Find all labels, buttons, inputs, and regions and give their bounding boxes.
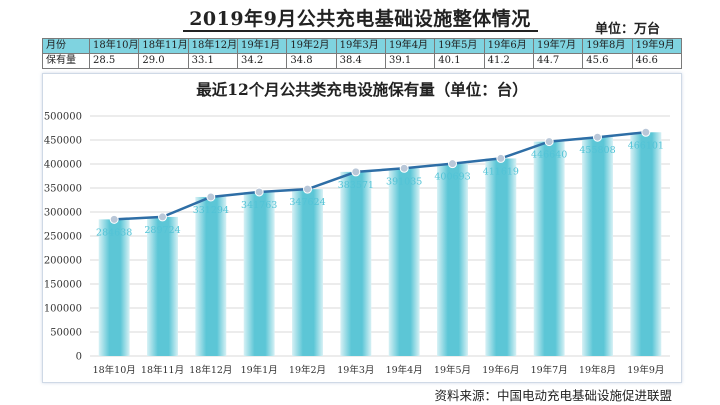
summary-value-cell: 46.6: [631, 53, 683, 69]
y-tick-label: 50000: [50, 328, 82, 339]
bar: [243, 191, 275, 356]
x-tick-label: 18年10月: [93, 364, 136, 376]
summary-value-cell: 38.4: [335, 53, 386, 69]
summary-value-cell: 34.2: [236, 53, 288, 69]
data-label: 383571: [338, 180, 374, 191]
summary-value-cell: 41.2: [483, 53, 534, 69]
data-point: [448, 159, 457, 169]
bar: [437, 163, 468, 356]
summary-row-total: 保有量 28.5 29.0 33.1 34.2 34.8 38.4 39.1 40.1 41.2…: [42, 53, 683, 69]
bar: [485, 158, 517, 356]
y-tick-label: 450000: [44, 136, 82, 147]
y-tick-label: 350000: [44, 184, 82, 195]
summary-month-cell: 19年9月: [631, 38, 683, 54]
data-point: [254, 187, 264, 197]
source-note: 资料来源：中国电动充电基础设施促进联盟: [434, 388, 672, 403]
data-label: 331294: [193, 205, 229, 216]
x-tick-label: 18年12月: [189, 364, 232, 376]
data-point: [641, 127, 651, 137]
chart-title: 最近12个月公共类充电设施保有量（单位：台）: [196, 80, 528, 99]
data-point: [351, 167, 361, 177]
title-underline: [183, 30, 538, 32]
data-label: 284638: [96, 227, 132, 238]
bar: [582, 137, 613, 356]
y-tick-label: 250000: [44, 232, 82, 243]
x-tick-label: 19年7月: [531, 364, 568, 376]
x-tick-label: 18年11月: [141, 364, 184, 376]
x-tick-label: 19年1月: [241, 364, 278, 376]
x-tick-label: 19年5月: [434, 364, 471, 376]
y-tick-label: 400000: [44, 160, 82, 171]
y-tick-label: 500000: [44, 112, 82, 123]
data-point: [109, 214, 119, 224]
x-tick-label: 19年4月: [386, 364, 423, 376]
summary-month-cell: 19年2月: [286, 38, 337, 54]
bar: [292, 189, 323, 356]
summary-row-month: 月份 18年10月 18年11月 18年12月 19年1月 19年2月 19年3月 19年4…: [42, 38, 683, 54]
summary-value-cell: 28.5: [88, 53, 140, 69]
data-label: 341763: [241, 200, 277, 211]
bar: [533, 141, 565, 356]
data-point: [158, 212, 167, 222]
bar: [195, 196, 227, 356]
data-point: [206, 192, 216, 202]
data-point: [593, 132, 602, 142]
y-tick-label: 150000: [44, 280, 82, 291]
data-label: 391035: [386, 176, 422, 187]
summary-month-cell: 19年3月: [335, 38, 386, 54]
bar: [630, 132, 662, 356]
x-tick-label: 19年2月: [289, 364, 326, 376]
bar: [340, 171, 372, 356]
data-label: 400693: [434, 172, 470, 183]
x-tick-label: 19年6月: [482, 364, 519, 376]
data-point: [399, 163, 409, 173]
y-tick-label: 200000: [44, 256, 82, 267]
data-label: 289724: [144, 225, 180, 236]
summary-month-cell: 19年6月: [483, 38, 534, 54]
data-point: [303, 184, 312, 194]
summary-value-cell: 40.1: [434, 53, 485, 69]
summary-value-cell: 29.0: [138, 53, 189, 69]
summary-value-cell: 45.6: [582, 53, 633, 69]
summary-value-cell: 44.7: [532, 53, 584, 69]
unit-label: 单位：万台: [594, 22, 660, 37]
data-point: [544, 137, 554, 147]
data-label: 411619: [483, 166, 519, 177]
data-label: 455808: [579, 145, 615, 156]
bar: [147, 216, 178, 356]
y-tick-label: 100000: [44, 304, 82, 315]
summary-value-cell: 34.8: [286, 53, 337, 69]
data-label: 446640: [531, 150, 567, 161]
x-tick-label: 19年3月: [337, 364, 374, 376]
bar: [388, 168, 420, 356]
x-tick-label: 19年9月: [627, 364, 664, 376]
y-tick-label: 0: [76, 352, 82, 363]
data-point: [496, 153, 506, 163]
summary-month-cell: 19年5月: [434, 38, 485, 54]
y-tick-label: 300000: [44, 208, 82, 219]
summary-row-label-total: 保有量: [42, 53, 90, 69]
trend-line: [114, 131, 646, 221]
bar: [98, 219, 130, 356]
page-title: 2019年9月公共充电基础设施整体情况: [189, 8, 531, 30]
summary-value-cell: 39.1: [384, 53, 436, 69]
summary-value-cell: 33.1: [187, 53, 238, 69]
data-label: 466101: [628, 140, 664, 151]
x-tick-label: 19年8月: [579, 364, 616, 376]
summary-month-cell: 18年11月: [138, 38, 189, 54]
summary-table: 月份 18年10月 18年11月 18年12月 19年1月 19年2月 19年3月 19年4…: [42, 38, 683, 69]
data-label: 347624: [289, 197, 325, 208]
